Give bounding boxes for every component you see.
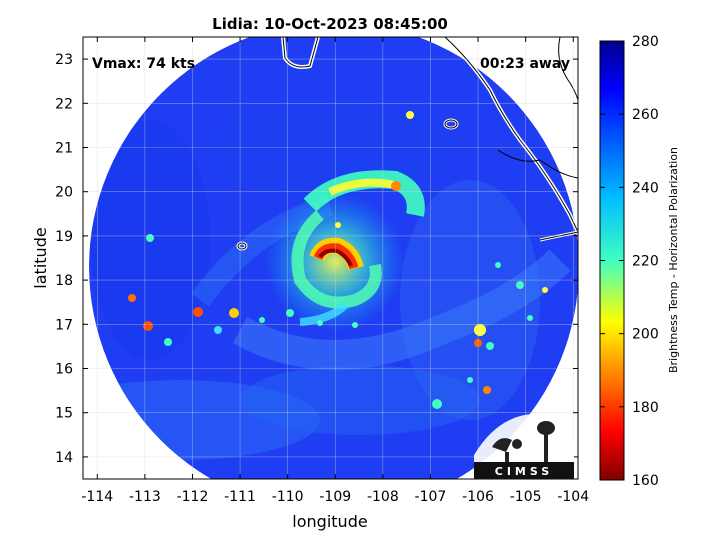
tower-icon bbox=[544, 428, 548, 462]
x-axis-label: longitude bbox=[292, 512, 367, 531]
y-axis-ticks: 14 15 16 17 18 19 20 21 22 23 bbox=[55, 52, 578, 466]
x-tick-label: -108 bbox=[367, 489, 399, 505]
x-tick-label: -106 bbox=[462, 489, 494, 505]
y-tick-label: 21 bbox=[55, 141, 73, 157]
colorbar-tick-label: 200 bbox=[632, 327, 659, 343]
x-tick-label: -114 bbox=[81, 489, 113, 505]
colorbar-tick-label: 180 bbox=[632, 400, 659, 416]
colorbar-tick-label: 240 bbox=[632, 180, 659, 196]
vmax-annotation: Vmax: 74 kts bbox=[92, 56, 195, 72]
y-tick-label: 16 bbox=[55, 362, 73, 378]
y-tick-label: 18 bbox=[55, 273, 73, 289]
y-tick-label: 19 bbox=[55, 229, 73, 245]
axes-frame bbox=[82, 36, 579, 480]
y-tick-label: 22 bbox=[55, 96, 73, 112]
colorbar-tick-label: 280 bbox=[632, 34, 659, 50]
y-tick-label: 20 bbox=[55, 185, 73, 201]
x-tick-label: -109 bbox=[319, 489, 351, 505]
y-tick-label: 14 bbox=[55, 450, 73, 466]
cimss-logo: CIMSS bbox=[474, 413, 574, 479]
y-axis-label: latitude bbox=[31, 227, 50, 288]
x-tick-label: -107 bbox=[415, 489, 447, 505]
x-tick-label: -112 bbox=[177, 489, 209, 505]
colorbar-tick-label: 160 bbox=[632, 473, 659, 489]
x-tick-label: -110 bbox=[272, 489, 304, 505]
colorbar: 160 180 200 220 240 260 280 Brightness Temp - … bbox=[599, 34, 680, 489]
x-tick-label: -113 bbox=[129, 489, 161, 505]
convection-cells bbox=[128, 111, 548, 409]
chart-title: Lidia: 10-Oct-2023 08:45:00 bbox=[212, 15, 448, 33]
time-away-annotation: 00:23 away bbox=[480, 56, 570, 72]
colorbar-label: Brightness Temp - Horizontal Polarizatio… bbox=[667, 147, 680, 373]
x-tick-label: -111 bbox=[224, 489, 256, 505]
satellite-dish-icon bbox=[492, 438, 512, 452]
colorbar-tick-label: 260 bbox=[632, 107, 659, 123]
x-tick-label: -105 bbox=[510, 489, 542, 505]
colorbar-ticks: 160 180 200 220 240 260 280 bbox=[600, 34, 659, 489]
logo-text: CIMSS bbox=[495, 465, 553, 478]
colorbar-tick-label: 220 bbox=[632, 254, 659, 270]
x-axis-ticks: -114 -113 -112 -111 -110 -109 -108 -107 -106 -105… bbox=[81, 37, 589, 505]
y-tick-label: 17 bbox=[55, 317, 73, 333]
x-tick-label: -104 bbox=[557, 489, 589, 505]
y-tick-label: 15 bbox=[55, 406, 73, 422]
y-tick-label: 23 bbox=[55, 52, 73, 68]
